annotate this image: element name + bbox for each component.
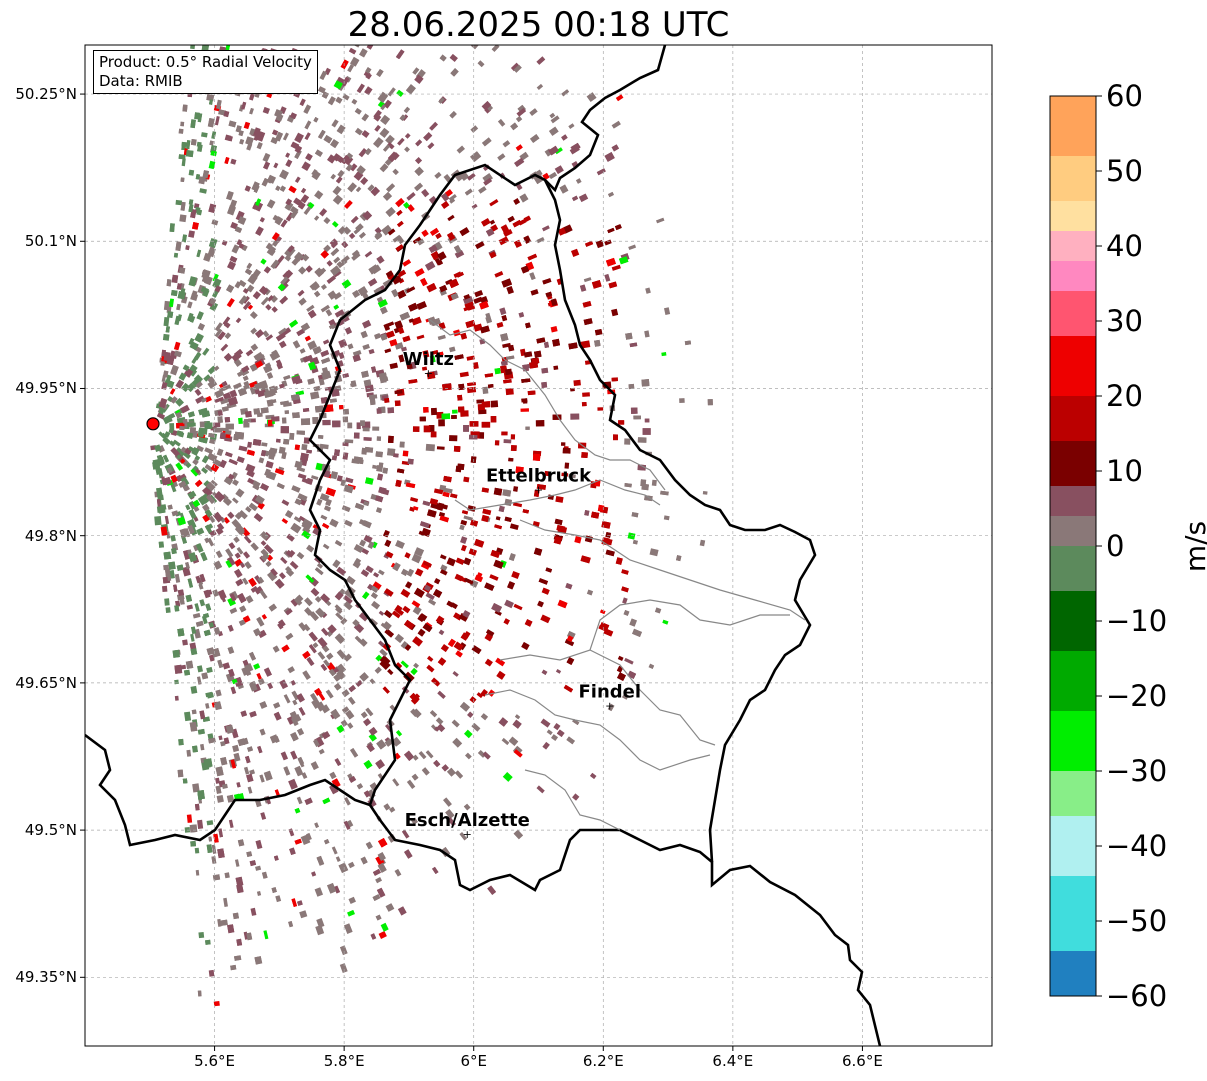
luxembourg-border [308,45,882,1046]
radar-echo-layer [150,45,713,1007]
colorbar-tick-label: −10 [1106,604,1168,638]
radar-site-marker[interactable] [146,417,160,431]
lat-tick-label: 49.95°N [15,379,77,398]
lat-tick-label: 49.35°N [15,968,77,987]
canton-line-7 [524,769,621,831]
colorbar-tick-label: −60 [1106,979,1168,1013]
product-info-box: Product: 0.5° Radial Velocity Data: RMIB [93,50,318,94]
map-title: 28.06.2025 00:18 UTC [347,5,730,45]
colorbar-tick-label: 50 [1106,154,1143,188]
colorbar-tick-label: 0 [1106,529,1125,563]
lon-tick-label: 5.8°E [323,1052,365,1070]
city-label: Ettelbruck [486,466,592,487]
lat-tick-label: 49.8°N [24,526,77,545]
lon-tick-label: 6.2°E [582,1052,624,1070]
colorbar-unit: m/s [1179,520,1207,573]
canton-line-6 [484,689,711,771]
lat-tick-label: 49.65°N [15,673,77,692]
colorbar-tick-label: 30 [1106,304,1143,338]
canton-line-4 [589,599,790,651]
colorbar-tick-label: 40 [1106,229,1143,263]
colorbar-tick-label: −30 [1106,754,1168,788]
canton-line-3 [519,519,806,621]
colorbar-tick-label: 60 [1106,79,1143,113]
canton-line-5 [499,649,716,746]
city-label: Esch/Alzette [405,810,530,831]
city-marker: + [605,699,614,712]
colorbar-tick-label: 10 [1106,454,1143,488]
axis-ticks [80,93,863,1051]
data-source-label: Data: RMIB [99,72,183,90]
canton-line-2 [454,479,661,511]
lon-tick-label: 6.6°E [842,1052,883,1070]
lon-tick-label: 5.6°E [194,1052,235,1070]
colorbar-tick-label: −40 [1106,829,1168,863]
canton-line-1 [429,319,666,491]
lon-tick-label: 6.4°E [712,1052,754,1070]
colorbar-tick-label: 20 [1106,379,1143,413]
lon-tick-label: 6°E [460,1052,487,1070]
lux-germany-border [543,179,817,863]
lat-tick-label: 50.25°N [15,85,77,104]
map-frame [84,44,993,1047]
city-label: Findel [578,681,641,702]
belgium-france-border [85,733,371,847]
product-label: Product: 0.5° Radial Velocity [99,53,312,71]
city-marker: + [534,484,543,497]
lat-tick-label: 49.5°N [24,821,77,840]
lat-tick-label: 50.1°N [24,232,77,251]
colorbar-tick-label: −20 [1106,679,1168,713]
country-borders [85,45,882,1046]
city-marker: + [463,828,472,841]
gridlines [85,45,992,1046]
city-marker: + [424,367,433,380]
colorbar-tick-label: −50 [1106,904,1168,938]
city-label: Wiltz [403,349,454,370]
